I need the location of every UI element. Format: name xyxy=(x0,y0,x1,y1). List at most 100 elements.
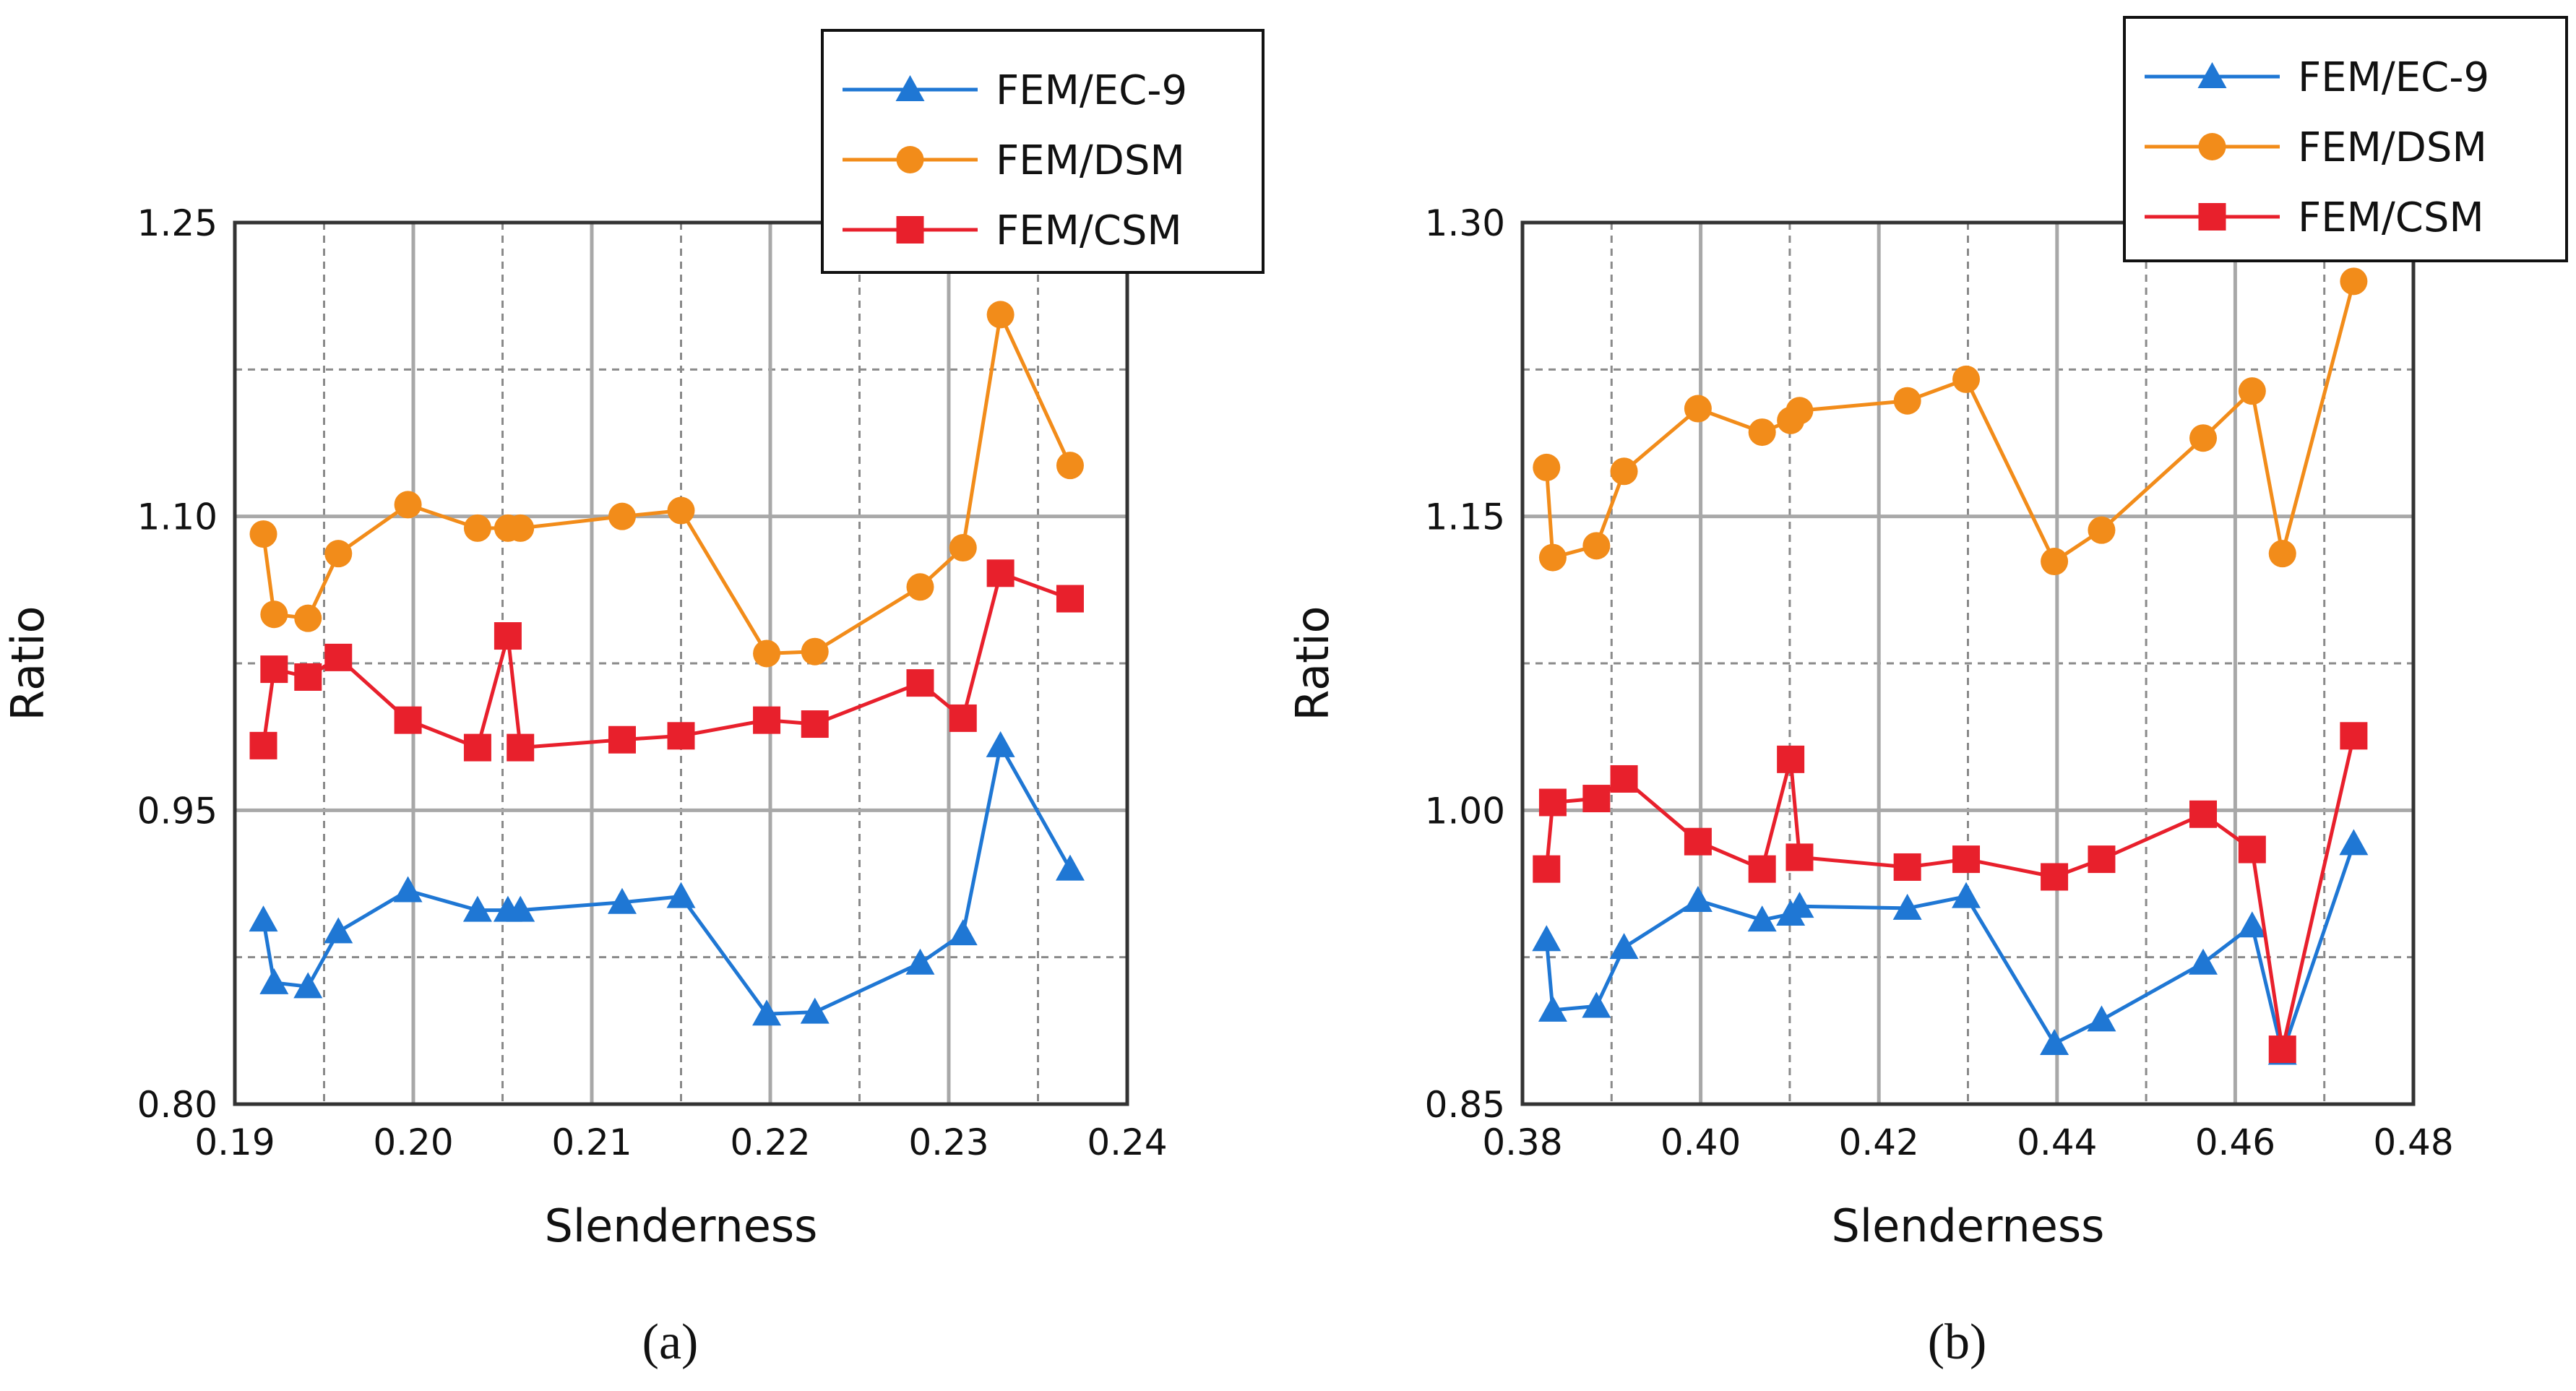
y-axis-title: Ratio xyxy=(1286,606,1339,720)
x-tick-label: 0.21 xyxy=(551,1121,632,1163)
data-point xyxy=(1538,788,1567,817)
x-axis-title: Slenderness xyxy=(1832,1200,2105,1252)
data-point xyxy=(294,604,322,632)
data-point xyxy=(2087,1005,2116,1032)
y-tick-label: 1.25 xyxy=(137,202,217,244)
data-point xyxy=(666,882,696,908)
grid xyxy=(1522,223,2413,1104)
data-point xyxy=(752,999,782,1026)
data-point xyxy=(1055,854,1085,881)
data-point xyxy=(949,534,977,562)
data-point xyxy=(607,887,637,914)
data-point xyxy=(1610,457,1638,486)
chart-b: 0.38 0.40 0.42 0.44 0.46 0.48 0.85 1.00 1.15 1.30… xyxy=(1286,16,2568,1370)
series-fem-csm xyxy=(249,559,1084,762)
data-point xyxy=(2041,548,2069,576)
data-point xyxy=(949,704,977,732)
y-tick-label: 1.10 xyxy=(137,496,217,538)
plot-area-frame xyxy=(233,220,1129,1106)
data-point xyxy=(801,637,829,666)
data-point xyxy=(1582,532,1611,560)
data-point xyxy=(1952,845,1981,874)
data-point xyxy=(249,905,278,932)
data-point xyxy=(1533,453,1561,481)
figure-caption: (b) xyxy=(1928,1314,1987,1370)
x-tick-label: 0.23 xyxy=(908,1121,988,1163)
series-fem-csm xyxy=(1533,722,2368,1064)
x-tick-label: 0.22 xyxy=(730,1121,810,1163)
data-point xyxy=(260,600,288,629)
plot-area-frame xyxy=(1520,220,2416,1106)
data-point xyxy=(1582,991,1611,1018)
data-point xyxy=(800,997,830,1024)
legend-label: FEM/EC-9 xyxy=(996,67,1187,114)
legend-box xyxy=(2123,16,2568,262)
series-line xyxy=(262,571,1071,750)
data-point xyxy=(1893,387,1921,415)
legend-label: FEM/DSM xyxy=(2298,124,2487,171)
data-point xyxy=(293,972,323,999)
data-point xyxy=(1892,893,1922,920)
data-point xyxy=(249,520,277,548)
data-point xyxy=(1952,365,1981,393)
data-point xyxy=(2189,800,2218,828)
data-point xyxy=(753,706,781,734)
data-point xyxy=(986,731,1015,757)
legend-label: FEM/CSM xyxy=(2298,194,2484,241)
legend-marker xyxy=(2198,203,2226,231)
data-point xyxy=(2088,516,2116,544)
data-point xyxy=(2339,829,2369,856)
data-point xyxy=(2040,1028,2069,1055)
legend: FEM/EC-9 FEM/DSM FEM/CSM xyxy=(2123,16,2568,262)
data-point xyxy=(1785,397,1814,425)
data-point xyxy=(753,639,781,668)
data-point xyxy=(608,725,636,754)
data-point xyxy=(393,876,423,903)
series-line xyxy=(1544,735,2356,1051)
data-point xyxy=(2238,377,2266,405)
series-fem-dsm xyxy=(1533,267,2368,576)
data-point xyxy=(259,968,289,994)
legend-label: FEM/EC-9 xyxy=(2298,54,2489,101)
data-point xyxy=(608,502,636,530)
data-point xyxy=(948,919,978,946)
data-point xyxy=(801,710,829,738)
data-point xyxy=(507,733,535,762)
series-line xyxy=(1544,843,2356,1055)
data-point xyxy=(1893,853,1921,881)
data-point xyxy=(1777,745,1805,773)
data-point xyxy=(1533,855,1561,883)
data-point xyxy=(2237,911,2267,938)
data-point xyxy=(1056,452,1084,480)
y-tick-label: 0.95 xyxy=(137,790,217,832)
x-tick-label: 0.46 xyxy=(2195,1121,2275,1163)
data-point xyxy=(394,706,422,734)
data-point xyxy=(249,731,277,759)
data-point xyxy=(260,655,288,684)
data-point xyxy=(1952,882,1981,908)
data-point xyxy=(1582,785,1611,813)
legend-marker xyxy=(2198,133,2226,160)
legend-marker xyxy=(2197,62,2227,88)
data-point xyxy=(2088,845,2116,874)
legend-marker xyxy=(895,75,925,101)
legend: FEM/EC-9 FEM/DSM FEM/CSM xyxy=(821,29,1265,274)
data-point xyxy=(667,722,695,750)
x-axis-title: Slenderness xyxy=(545,1200,818,1252)
data-point xyxy=(1748,418,1776,447)
series-line xyxy=(262,744,1072,1016)
y-tick-label: 0.85 xyxy=(1425,1084,1505,1126)
figure-caption: (a) xyxy=(642,1314,699,1370)
data-point xyxy=(507,514,535,542)
x-tick-label: 0.44 xyxy=(2017,1121,2097,1163)
data-point xyxy=(506,895,535,922)
data-point xyxy=(1538,995,1567,1022)
legend-label: FEM/DSM xyxy=(996,137,1185,184)
legend-box xyxy=(821,29,1265,274)
legend-label: FEM/CSM xyxy=(996,207,1182,254)
data-point xyxy=(1785,843,1814,871)
data-point xyxy=(294,663,322,691)
data-point xyxy=(2268,540,2296,568)
data-point xyxy=(494,622,522,650)
